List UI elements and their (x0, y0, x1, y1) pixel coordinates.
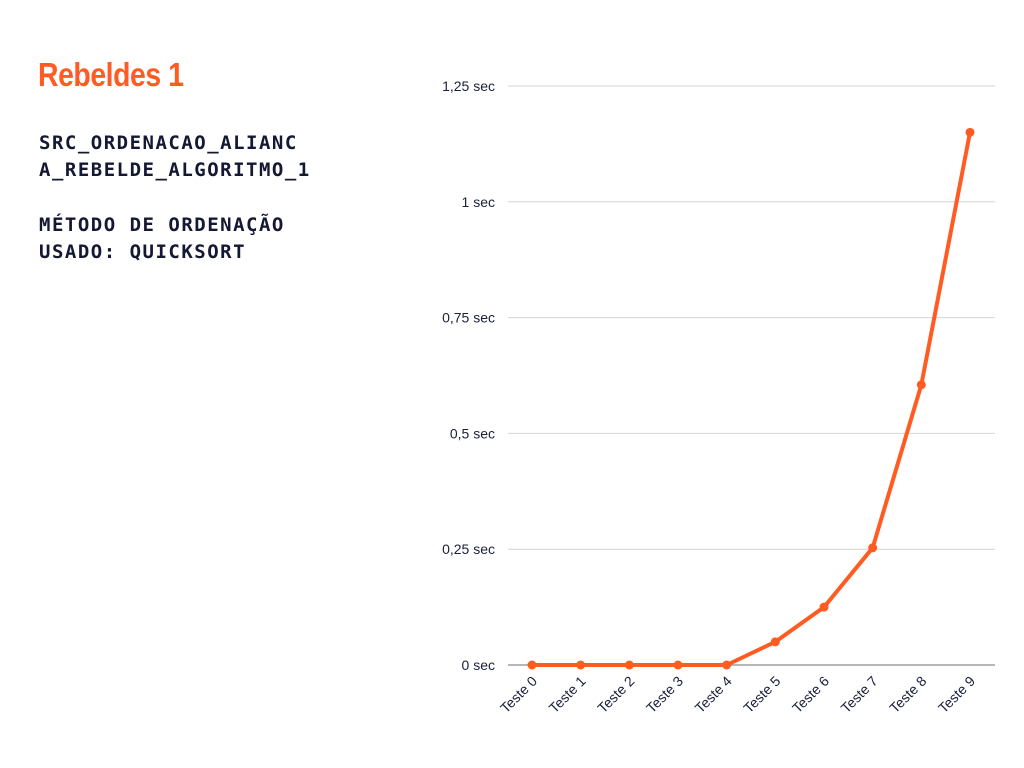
x-tick-label: Teste 0 (497, 673, 540, 716)
sort-method-line-2: USADO: QUICKSORT (39, 241, 247, 263)
data-point (722, 660, 732, 670)
data-point (868, 543, 878, 553)
data-point (527, 660, 537, 670)
x-tick-label: Teste 4 (692, 673, 735, 716)
page-title: Rebeldes 1 (38, 56, 184, 93)
file-name-line-1: SRC_ORDENACAO_ALIANC (39, 132, 298, 154)
data-point (673, 660, 683, 670)
y-tick-label: 1,25 sec (442, 78, 495, 94)
data-point (965, 127, 975, 137)
data-point (819, 602, 829, 612)
y-tick-label: 0,75 sec (442, 310, 495, 326)
x-tick-label: Teste 5 (740, 673, 783, 716)
data-point (624, 660, 634, 670)
data-point (916, 380, 926, 390)
chart-series (527, 127, 975, 670)
data-point (576, 660, 586, 670)
x-tick-label: Teste 9 (935, 673, 978, 716)
sort-method-line-1: MÉTODO DE ORDENAÇÃO (39, 214, 285, 236)
x-tick-label: Teste 3 (643, 673, 686, 716)
data-point (770, 637, 780, 647)
file-name-line-2: A_REBELDE_ALGORITMO_1 (39, 159, 311, 181)
y-tick-label: 0 sec (462, 657, 495, 673)
x-tick-label: Teste 6 (789, 673, 832, 716)
y-tick-label: 1 sec (462, 194, 495, 210)
series-line (530, 130, 972, 667)
chart-y-axis: 0 sec 0,25 sec 0,5 sec 0,75 sec 1 sec 1,25 se… (442, 78, 495, 673)
file-name-block: SRC_ORDENACAO_ALIANC A_REBELDE_ALGORITMO… (39, 130, 399, 184)
x-tick-label: Teste 8 (886, 673, 929, 716)
chart-x-axis: Teste 0 Teste 1 Teste 2 Teste 3 Teste 4 Teste… (497, 673, 978, 716)
x-tick-label: Teste 1 (546, 673, 589, 716)
x-tick-label: Teste 7 (838, 673, 881, 716)
sort-method-block: MÉTODO DE ORDENAÇÃO USADO: QUICKSORT (39, 212, 399, 266)
y-tick-label: 0,5 sec (450, 425, 495, 441)
x-tick-label: Teste 2 (594, 673, 637, 716)
y-tick-label: 0,25 sec (442, 541, 495, 557)
